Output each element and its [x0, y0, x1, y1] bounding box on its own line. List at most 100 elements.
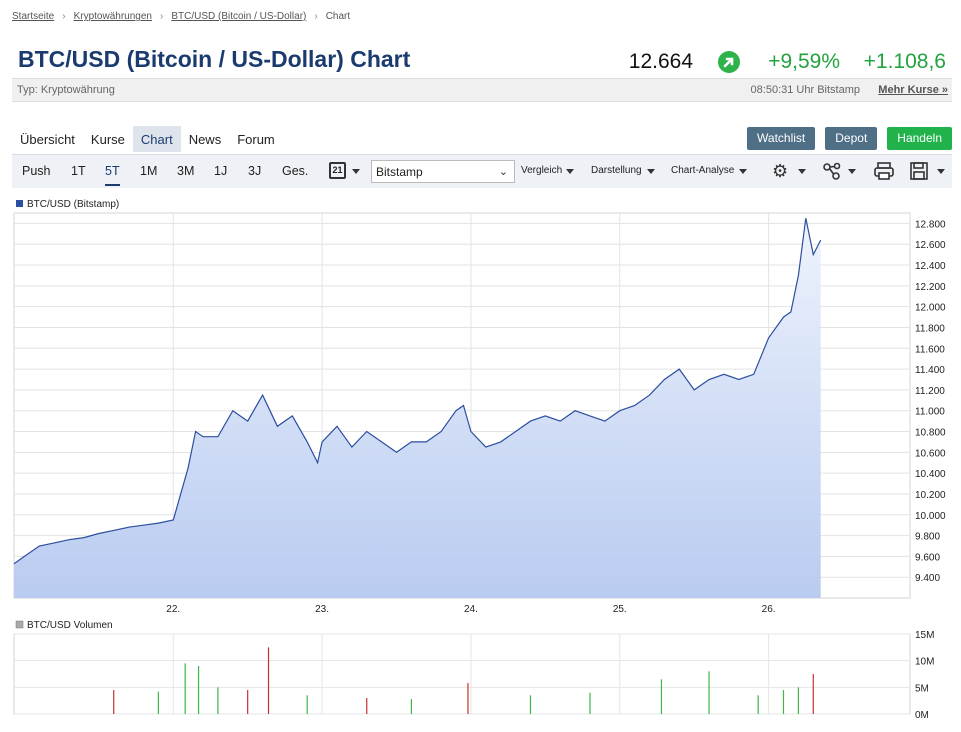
breadcrumb-link-btcusd[interactable]: BTC/USD (Bitcoin / US-Dollar): [171, 11, 307, 22]
chevron-right-icon: ›: [159, 11, 164, 22]
volume-y-tick-label: 0M: [915, 710, 929, 721]
y-tick-label: 12.400: [915, 261, 946, 272]
change-percent: +9,59%: [768, 50, 840, 73]
volume-bar: [589, 692, 591, 714]
tab-overview[interactable]: Übersicht: [20, 132, 75, 147]
calendar-icon[interactable]: 21: [329, 162, 346, 179]
volume-plot-area: [13, 633, 911, 715]
legend-label-price: BTC/USD (Bitstamp): [27, 199, 119, 210]
period-5t[interactable]: 5T: [105, 164, 120, 186]
y-tick-label: 11.200: [915, 386, 945, 397]
period-all[interactable]: Ges.: [282, 164, 309, 178]
volume-bar: [306, 695, 308, 714]
tab-quotes[interactable]: Kurse: [90, 132, 125, 147]
x-tick-label: 25.: [613, 604, 627, 615]
exchange-select-value: Bitstamp: [376, 165, 423, 179]
y-tick-label: 12.000: [915, 303, 946, 314]
print-icon[interactable]: [873, 161, 895, 185]
depot-button[interactable]: Depot: [825, 127, 878, 150]
gear-icon[interactable]: ⚙: [772, 161, 789, 181]
caret-down-icon[interactable]: [798, 169, 806, 174]
trade-button[interactable]: Handeln: [887, 127, 952, 150]
legend-swatch-price: [16, 200, 23, 207]
chevron-right-icon: ›: [314, 11, 318, 22]
volume-bar: [113, 690, 115, 714]
caret-down-icon[interactable]: [937, 169, 945, 174]
quote-subheader: Typ: Kryptowährung 08:50:31 Uhr Bitstamp…: [12, 78, 952, 102]
y-tick-label: 10.200: [915, 490, 946, 501]
watchlist-button[interactable]: Watchlist: [747, 127, 816, 150]
period-1m[interactable]: 1M: [140, 164, 158, 178]
quote-header: BTC/USD (Bitcoin / US-Dollar) Chart 12.6…: [18, 46, 948, 78]
compare-menu[interactable]: Vergleich: [521, 165, 563, 176]
y-tick-label: 11.000: [915, 407, 945, 418]
y-tick-label: 10.400: [915, 469, 946, 480]
instrument-type: Typ: Kryptowährung: [17, 84, 115, 96]
x-tick-label: 24.: [464, 604, 478, 615]
tab-forum[interactable]: Forum: [237, 132, 275, 147]
chart-toolbar: Push 1T 5T 1M 3M 1J 3J Ges. 21 Bitstamp …: [12, 154, 952, 188]
chevron-down-icon: ⌄: [498, 166, 508, 178]
breadcrumb: Startseite › Kryptowährungen › BTC/USD (…: [12, 11, 350, 22]
caret-down-icon[interactable]: [848, 169, 856, 174]
share-icon[interactable]: [822, 161, 842, 185]
volume-bar: [366, 698, 368, 714]
y-tick-label: 9.600: [915, 552, 940, 563]
page-title: BTC/USD (Bitcoin / US-Dollar) Chart: [18, 46, 411, 72]
price-chart: BTC/USD (Bitstamp) BTC/USD Volumen 9.400…: [13, 199, 946, 721]
volume-bar: [812, 674, 814, 714]
volume-bar: [757, 695, 759, 714]
breadcrumb-link-home[interactable]: Startseite: [12, 11, 55, 22]
quote-time: 08:50:31 Uhr Bitstamp: [750, 84, 860, 96]
caret-down-icon[interactable]: [352, 169, 360, 174]
volume-bar: [782, 690, 785, 714]
caret-down-icon: [647, 169, 655, 174]
legend-swatch-volume: [15, 620, 24, 629]
action-buttons: Watchlist Depot Handeln: [747, 127, 952, 150]
save-icon[interactable]: [909, 161, 929, 185]
volume-y-tick-label: 15M: [915, 630, 934, 641]
more-quotes-link[interactable]: Mehr Kurse »: [878, 84, 948, 96]
price-area-fill: [14, 218, 821, 598]
y-tick-label: 11.400: [915, 365, 945, 376]
volume-bar: [197, 666, 200, 714]
chart-analysis-menu[interactable]: Chart-Analyse: [671, 165, 735, 176]
price-series-line: [13, 218, 822, 565]
volume-y-tick-label: 10M: [915, 657, 934, 668]
tab-bar: Übersicht Kurse Chart News Forum: [12, 126, 283, 152]
volume-bar: [529, 695, 532, 714]
volume-bar: [217, 687, 219, 714]
x-tick-label: 26.: [762, 604, 776, 615]
period-1t[interactable]: 1T: [71, 164, 86, 178]
period-1j[interactable]: 1J: [214, 164, 228, 178]
x-tick-label: 22.: [166, 604, 180, 615]
y-tick-label: 12.800: [915, 219, 946, 230]
period-push[interactable]: Push: [22, 164, 51, 178]
y-tick-label: 9.400: [915, 573, 940, 584]
y-tick-label: 9.800: [915, 532, 940, 543]
y-tick-label: 10.800: [915, 428, 946, 439]
change-absolute: +1.108,6: [863, 50, 946, 73]
volume-bar: [247, 690, 249, 714]
tab-chart[interactable]: Chart: [132, 126, 181, 152]
y-tick-label: 11.600: [915, 344, 945, 355]
volume-bar: [410, 699, 412, 714]
y-tick-label: 12.600: [915, 240, 946, 251]
volume-y-tick-label: 5M: [915, 683, 929, 694]
volume-bar: [708, 671, 710, 714]
volume-bar: [467, 683, 469, 714]
volume-bar: [157, 691, 159, 714]
y-tick-label: 12.200: [915, 282, 946, 293]
volume-bar: [660, 679, 663, 714]
y-tick-label: 10.600: [915, 448, 946, 459]
breadcrumb-link-crypto[interactable]: Kryptowährungen: [73, 11, 152, 22]
chevron-right-icon: ›: [62, 11, 66, 22]
y-tick-label: 10.000: [915, 511, 946, 522]
exchange-select[interactable]: Bitstamp ⌄: [371, 160, 515, 183]
volume-bar: [184, 663, 186, 714]
tab-news[interactable]: News: [188, 132, 222, 147]
y-tick-label: 11.800: [915, 323, 945, 334]
display-menu[interactable]: Darstellung: [591, 165, 642, 176]
period-3j[interactable]: 3J: [248, 164, 262, 178]
period-3m[interactable]: 3M: [177, 164, 195, 178]
